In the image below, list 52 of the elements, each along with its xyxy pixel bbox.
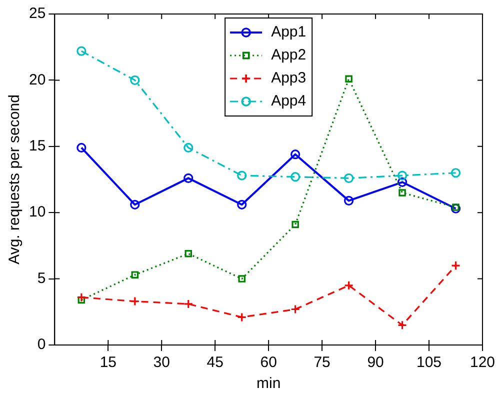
point bbox=[452, 204, 460, 211]
point bbox=[76, 46, 86, 56]
x-tick-label: 105 bbox=[416, 354, 442, 372]
point bbox=[130, 296, 140, 306]
legend-label: App3 bbox=[271, 70, 306, 87]
y-tick-label: 15 bbox=[28, 138, 46, 155]
point bbox=[184, 142, 194, 153]
y-axis-title: Avg. requests per second bbox=[6, 94, 24, 264]
point bbox=[130, 200, 140, 210]
x-tick-label: 15 bbox=[100, 354, 117, 372]
point bbox=[184, 250, 192, 258]
point bbox=[76, 292, 86, 302]
point bbox=[397, 320, 408, 330]
point bbox=[398, 189, 406, 196]
x-axis-title: min bbox=[256, 375, 281, 392]
point bbox=[130, 75, 140, 85]
point bbox=[344, 173, 354, 183]
point bbox=[237, 170, 247, 180]
y-tick-label: 0 bbox=[37, 336, 46, 354]
point bbox=[238, 275, 246, 282]
x-tick-label: 90 bbox=[367, 354, 384, 372]
y-tick-label: 5 bbox=[37, 270, 46, 287]
x-tick-label: 75 bbox=[314, 354, 330, 372]
point bbox=[78, 296, 86, 304]
point bbox=[131, 271, 139, 278]
x-tick-label: 30 bbox=[153, 354, 170, 372]
point bbox=[290, 150, 300, 160]
point bbox=[76, 142, 86, 153]
point bbox=[450, 204, 461, 214]
y-tick-label: 20 bbox=[28, 71, 46, 88]
point bbox=[184, 173, 194, 183]
x-tick-label: 120 bbox=[470, 354, 495, 372]
x-tick-label: 45 bbox=[206, 354, 224, 372]
point bbox=[344, 196, 354, 206]
point bbox=[290, 172, 300, 182]
point bbox=[450, 168, 461, 178]
legend-label: App2 bbox=[271, 46, 306, 64]
point bbox=[397, 177, 408, 187]
point bbox=[184, 299, 194, 309]
y-tick-label: 10 bbox=[28, 204, 46, 221]
point bbox=[344, 280, 354, 290]
point bbox=[292, 220, 299, 228]
point bbox=[290, 304, 300, 314]
point bbox=[397, 170, 408, 180]
point bbox=[237, 200, 247, 210]
legend-label: App4 bbox=[271, 92, 306, 110]
legend-label: App1 bbox=[271, 24, 306, 41]
x-tick-label: 60 bbox=[260, 354, 277, 372]
y-tick-label: 25 bbox=[28, 5, 46, 22]
point bbox=[237, 312, 247, 322]
point bbox=[450, 260, 461, 270]
point bbox=[345, 75, 352, 83]
